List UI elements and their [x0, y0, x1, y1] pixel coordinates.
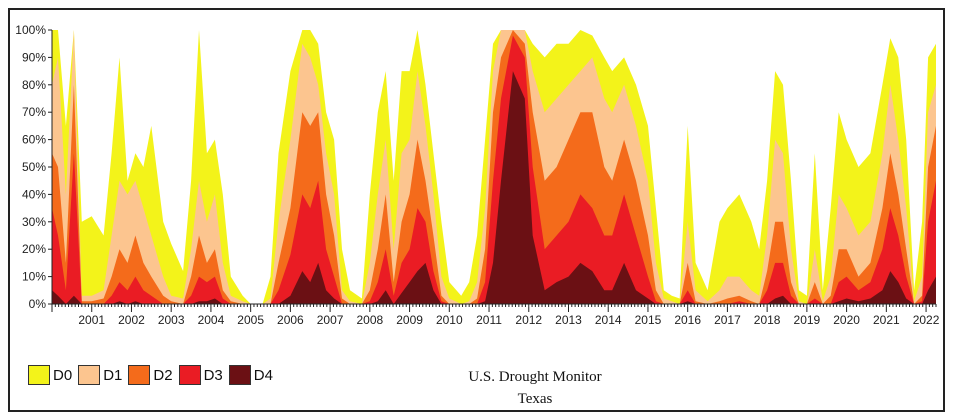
legend-swatch	[228, 365, 251, 385]
legend-swatch	[128, 365, 151, 385]
y-tick-label: 40%	[22, 187, 46, 201]
x-tick-label: 2009	[396, 313, 423, 327]
y-tick-label: 10%	[22, 270, 46, 284]
x-tick-label: 2018	[754, 313, 781, 327]
legend-label: D2	[153, 366, 173, 384]
area-layers	[52, 30, 936, 304]
x-tick-label: 2022	[913, 313, 940, 327]
chart-frame: 0% 10% 20% 30% 40% 50% 60% 70% 80% 90% 100% 2001 200…	[8, 8, 945, 412]
y-tick-label: 30%	[22, 215, 46, 229]
x-tick-label: 2016	[674, 313, 701, 327]
x-tick-label: 2019	[794, 313, 821, 327]
area-d2	[52, 30, 936, 304]
y-tick-label: 90%	[22, 50, 46, 64]
x-tick-label: 2012	[515, 313, 542, 327]
y-tick-label: 80%	[22, 78, 46, 92]
chart-subtitle: Texas	[517, 391, 553, 407]
legend-swatch	[78, 365, 101, 385]
x-tick-label: 2011	[476, 313, 502, 327]
area-d3	[52, 35, 936, 304]
x-tick-label: 2013	[555, 313, 582, 327]
y-tick-label: 0%	[29, 297, 47, 311]
x-tick-label: 2006	[277, 313, 304, 327]
legend-item-d2: D2	[128, 365, 174, 385]
x-tick-label: 2021	[873, 313, 900, 327]
legend-label: D4	[253, 366, 273, 384]
legend-item-d4: D4	[228, 365, 275, 385]
x-tick-label: 2007	[317, 313, 344, 327]
area-d4	[52, 71, 936, 304]
drought-area-chart: 0% 10% 20% 30% 40% 50% 60% 70% 80% 90% 100% 2001 200…	[15, 23, 939, 327]
x-tick-label: 2002	[118, 313, 145, 327]
chart-title: U.S. Drought Monitor	[468, 369, 602, 385]
y-tick-label: 60%	[22, 133, 46, 147]
y-tick-label: 100%	[15, 23, 46, 37]
x-tick-label: 2003	[158, 313, 185, 327]
x-tick-label: 2014	[595, 313, 622, 327]
x-tick-label: 2005	[237, 313, 264, 327]
chart-caption: U.S. Drought Monitor Texas	[450, 366, 620, 410]
x-tick-label: 2004	[198, 313, 225, 327]
x-tick-label: 2001	[78, 313, 105, 327]
legend-label: D0	[53, 366, 73, 384]
y-tick-label: 70%	[22, 105, 46, 119]
legend-item-d1: D1	[78, 365, 124, 385]
legend-swatch	[178, 365, 201, 385]
x-tick-label: 2020	[833, 313, 860, 327]
x-tick-label: 2010	[436, 313, 463, 327]
axes: 0% 10% 20% 30% 40% 50% 60% 70% 80% 90% 100% 2001 200…	[15, 23, 939, 327]
y-tick-label: 50%	[22, 160, 46, 174]
legend-item-d0: D0	[28, 365, 74, 385]
legend-label: D1	[103, 366, 123, 384]
legend-item-d3: D3	[178, 365, 225, 385]
legend-swatch	[28, 365, 50, 385]
y-tick-label: 20%	[22, 242, 46, 256]
x-tick-label: 2015	[635, 313, 662, 327]
x-tick-label: 2017	[714, 313, 741, 327]
legend: D0 D1 D2 D3 D4	[28, 365, 279, 385]
x-tick-label: 2008	[356, 313, 383, 327]
legend-label: D3	[203, 366, 223, 384]
